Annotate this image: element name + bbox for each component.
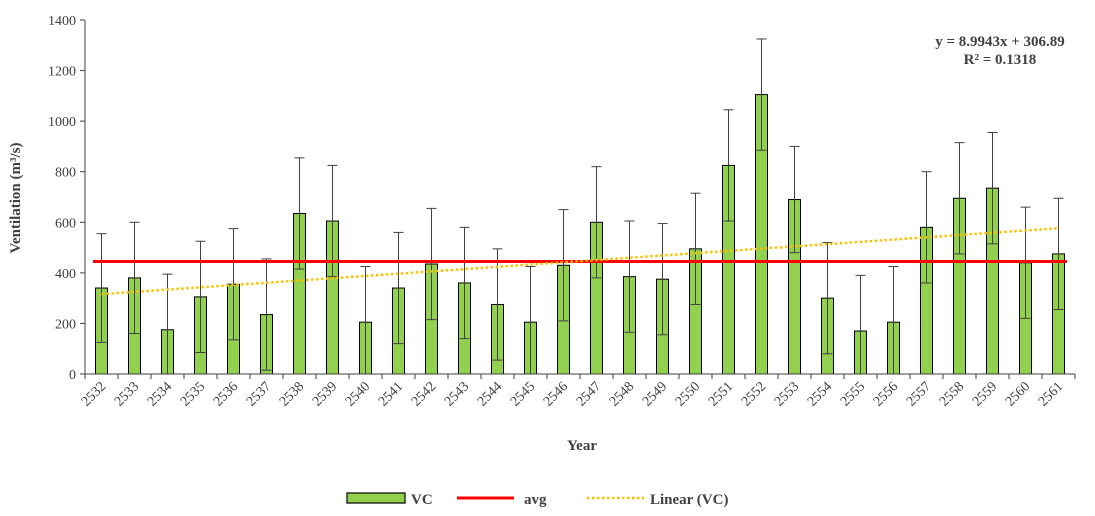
x-tick-label-2545: 2545 [508,379,538,409]
y-tick-label-200: 200 [55,317,76,332]
x-tick-label-2537: 2537 [244,379,274,409]
y-axis-title: Ventilation (m³/s) [8,142,24,253]
x-tick-label-2557: 2557 [904,379,934,409]
x-tick-label-2551: 2551 [706,379,736,409]
trendline-equation: y = 8.9943x + 306.89 [935,34,1065,50]
x-axis-title: Year [567,438,597,454]
x-tick-label-2558: 2558 [937,379,967,409]
x-tick-label-2546: 2546 [541,379,571,409]
legend-swatch-vc [346,492,406,504]
x-tick-label-2532: 2532 [79,379,109,409]
error-bars-layer [96,38,1064,375]
x-tick-label-2541: 2541 [376,379,406,409]
y-tick-label-0: 0 [69,368,76,383]
x-tick-label-2543: 2543 [442,379,472,409]
trendline-r-squared: R² = 0.1318 [964,52,1037,68]
y-tick-label-1000: 1000 [48,115,76,130]
x-tick-label-2552: 2552 [739,379,769,409]
y-tick-label-1400: 1400 [48,14,76,29]
legend-label-vc: VC [411,492,433,508]
x-tick-label-2559: 2559 [970,379,1000,409]
x-tick-label-2544: 2544 [475,379,505,409]
x-tick-label-2533: 2533 [112,379,142,409]
x-tick-label-2554: 2554 [805,379,835,409]
x-tick-label-2547: 2547 [574,379,604,409]
legend: VC avg Linear (VC) [346,492,728,508]
x-tick-label-2540: 2540 [343,379,373,409]
x-tick-label-2538: 2538 [277,379,307,409]
x-tick-label-2539: 2539 [310,379,340,409]
legend-label-avg: avg [524,492,547,508]
x-tick-label-2536: 2536 [211,379,241,409]
legend-label-linear: Linear (VC) [650,492,728,508]
y-tick-label-1200: 1200 [48,65,76,80]
x-tick-label-2548: 2548 [607,379,637,409]
x-tick-label-2556: 2556 [871,379,901,409]
x-tick-label-2534: 2534 [145,379,175,409]
x-tick-label-2555: 2555 [838,379,868,409]
x-tick-label-2560: 2560 [1003,379,1033,409]
bars-layer [95,94,1065,375]
x-tick-label-2549: 2549 [640,379,670,409]
x-tick-label-2561: 2561 [1036,379,1066,409]
x-tick-label-2550: 2550 [673,379,703,409]
y-tick-label-400: 400 [55,267,76,282]
y-tick-label-800: 800 [55,166,76,181]
x-tick-label-2542: 2542 [409,379,439,409]
x-tick-label-2535: 2535 [178,379,208,409]
x-tick-label-2553: 2553 [772,379,802,409]
lines-layer [93,226,1067,296]
y-tick-label-600: 600 [55,216,76,231]
